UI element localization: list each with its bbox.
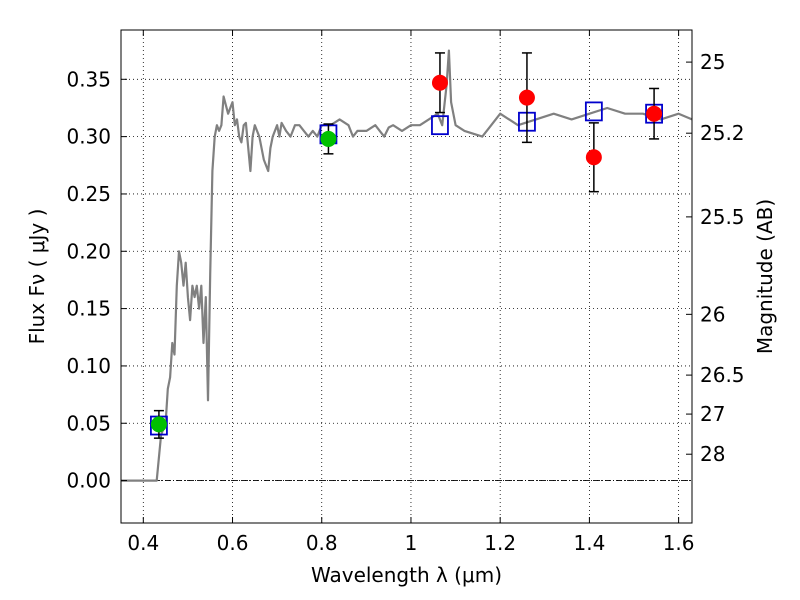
x-tick-label: 1.6 bbox=[663, 531, 695, 555]
x-tick-label: 0.4 bbox=[127, 531, 159, 555]
y-tick-label: 0.20 bbox=[66, 239, 111, 263]
x-tick-label: 0.8 bbox=[306, 531, 338, 555]
photometry-point bbox=[646, 105, 663, 122]
right-tick-label: 28 bbox=[700, 442, 725, 466]
photometry-point bbox=[431, 74, 448, 91]
right-tick-label: 25 bbox=[700, 50, 725, 74]
plot-frame bbox=[120, 29, 693, 524]
photometry-point bbox=[585, 149, 602, 166]
photometry-point bbox=[518, 89, 535, 106]
right-tick-label: 26 bbox=[700, 302, 725, 326]
x-tick-label: 1 bbox=[405, 531, 418, 555]
right-axis-label: Magnitude (AB) bbox=[753, 199, 777, 354]
right-tick-label: 25.2 bbox=[700, 121, 745, 145]
y-tick-label: 0.35 bbox=[66, 67, 111, 91]
right-tick-label: 27 bbox=[700, 402, 725, 426]
model-photometry-box bbox=[584, 101, 603, 122]
y-axis-label: Flux Fν ( μJy ) bbox=[25, 209, 49, 345]
photometry-point bbox=[320, 130, 337, 147]
model-photometry-box bbox=[431, 115, 449, 136]
series-layer bbox=[121, 49, 693, 482]
right-tick-label: 25.5 bbox=[700, 205, 745, 229]
photometry-point bbox=[150, 416, 167, 433]
y-tick-label: 0.15 bbox=[66, 297, 111, 321]
right-axis-ticks: 25 25.2 25.5 26 26.5 27 28 bbox=[686, 50, 745, 466]
y-tick-label: 0.25 bbox=[66, 182, 111, 206]
x-tick-label: 1.2 bbox=[484, 531, 516, 555]
right-tick-label: 26.5 bbox=[700, 363, 745, 387]
y-tick-label: 0.30 bbox=[66, 125, 111, 149]
x-tick-label: 0.6 bbox=[217, 531, 249, 555]
x-axis-ticks: 0.4 0.6 0.8 1 1.2 1.4 1.6 bbox=[127, 30, 695, 555]
y-tick-label: 0.10 bbox=[66, 354, 111, 378]
y-axis-ticks: 0.00 0.05 0.10 0.15 0.20 0.25 0.30 0.35 bbox=[66, 67, 127, 493]
grid bbox=[121, 30, 692, 523]
model-spectrum-line bbox=[121, 49, 693, 482]
y-tick-label: 0.05 bbox=[66, 411, 111, 435]
y-tick-label: 0.00 bbox=[66, 469, 111, 493]
x-tick-label: 1.4 bbox=[573, 531, 605, 555]
x-axis-label: Wavelength λ (μm) bbox=[311, 563, 502, 587]
